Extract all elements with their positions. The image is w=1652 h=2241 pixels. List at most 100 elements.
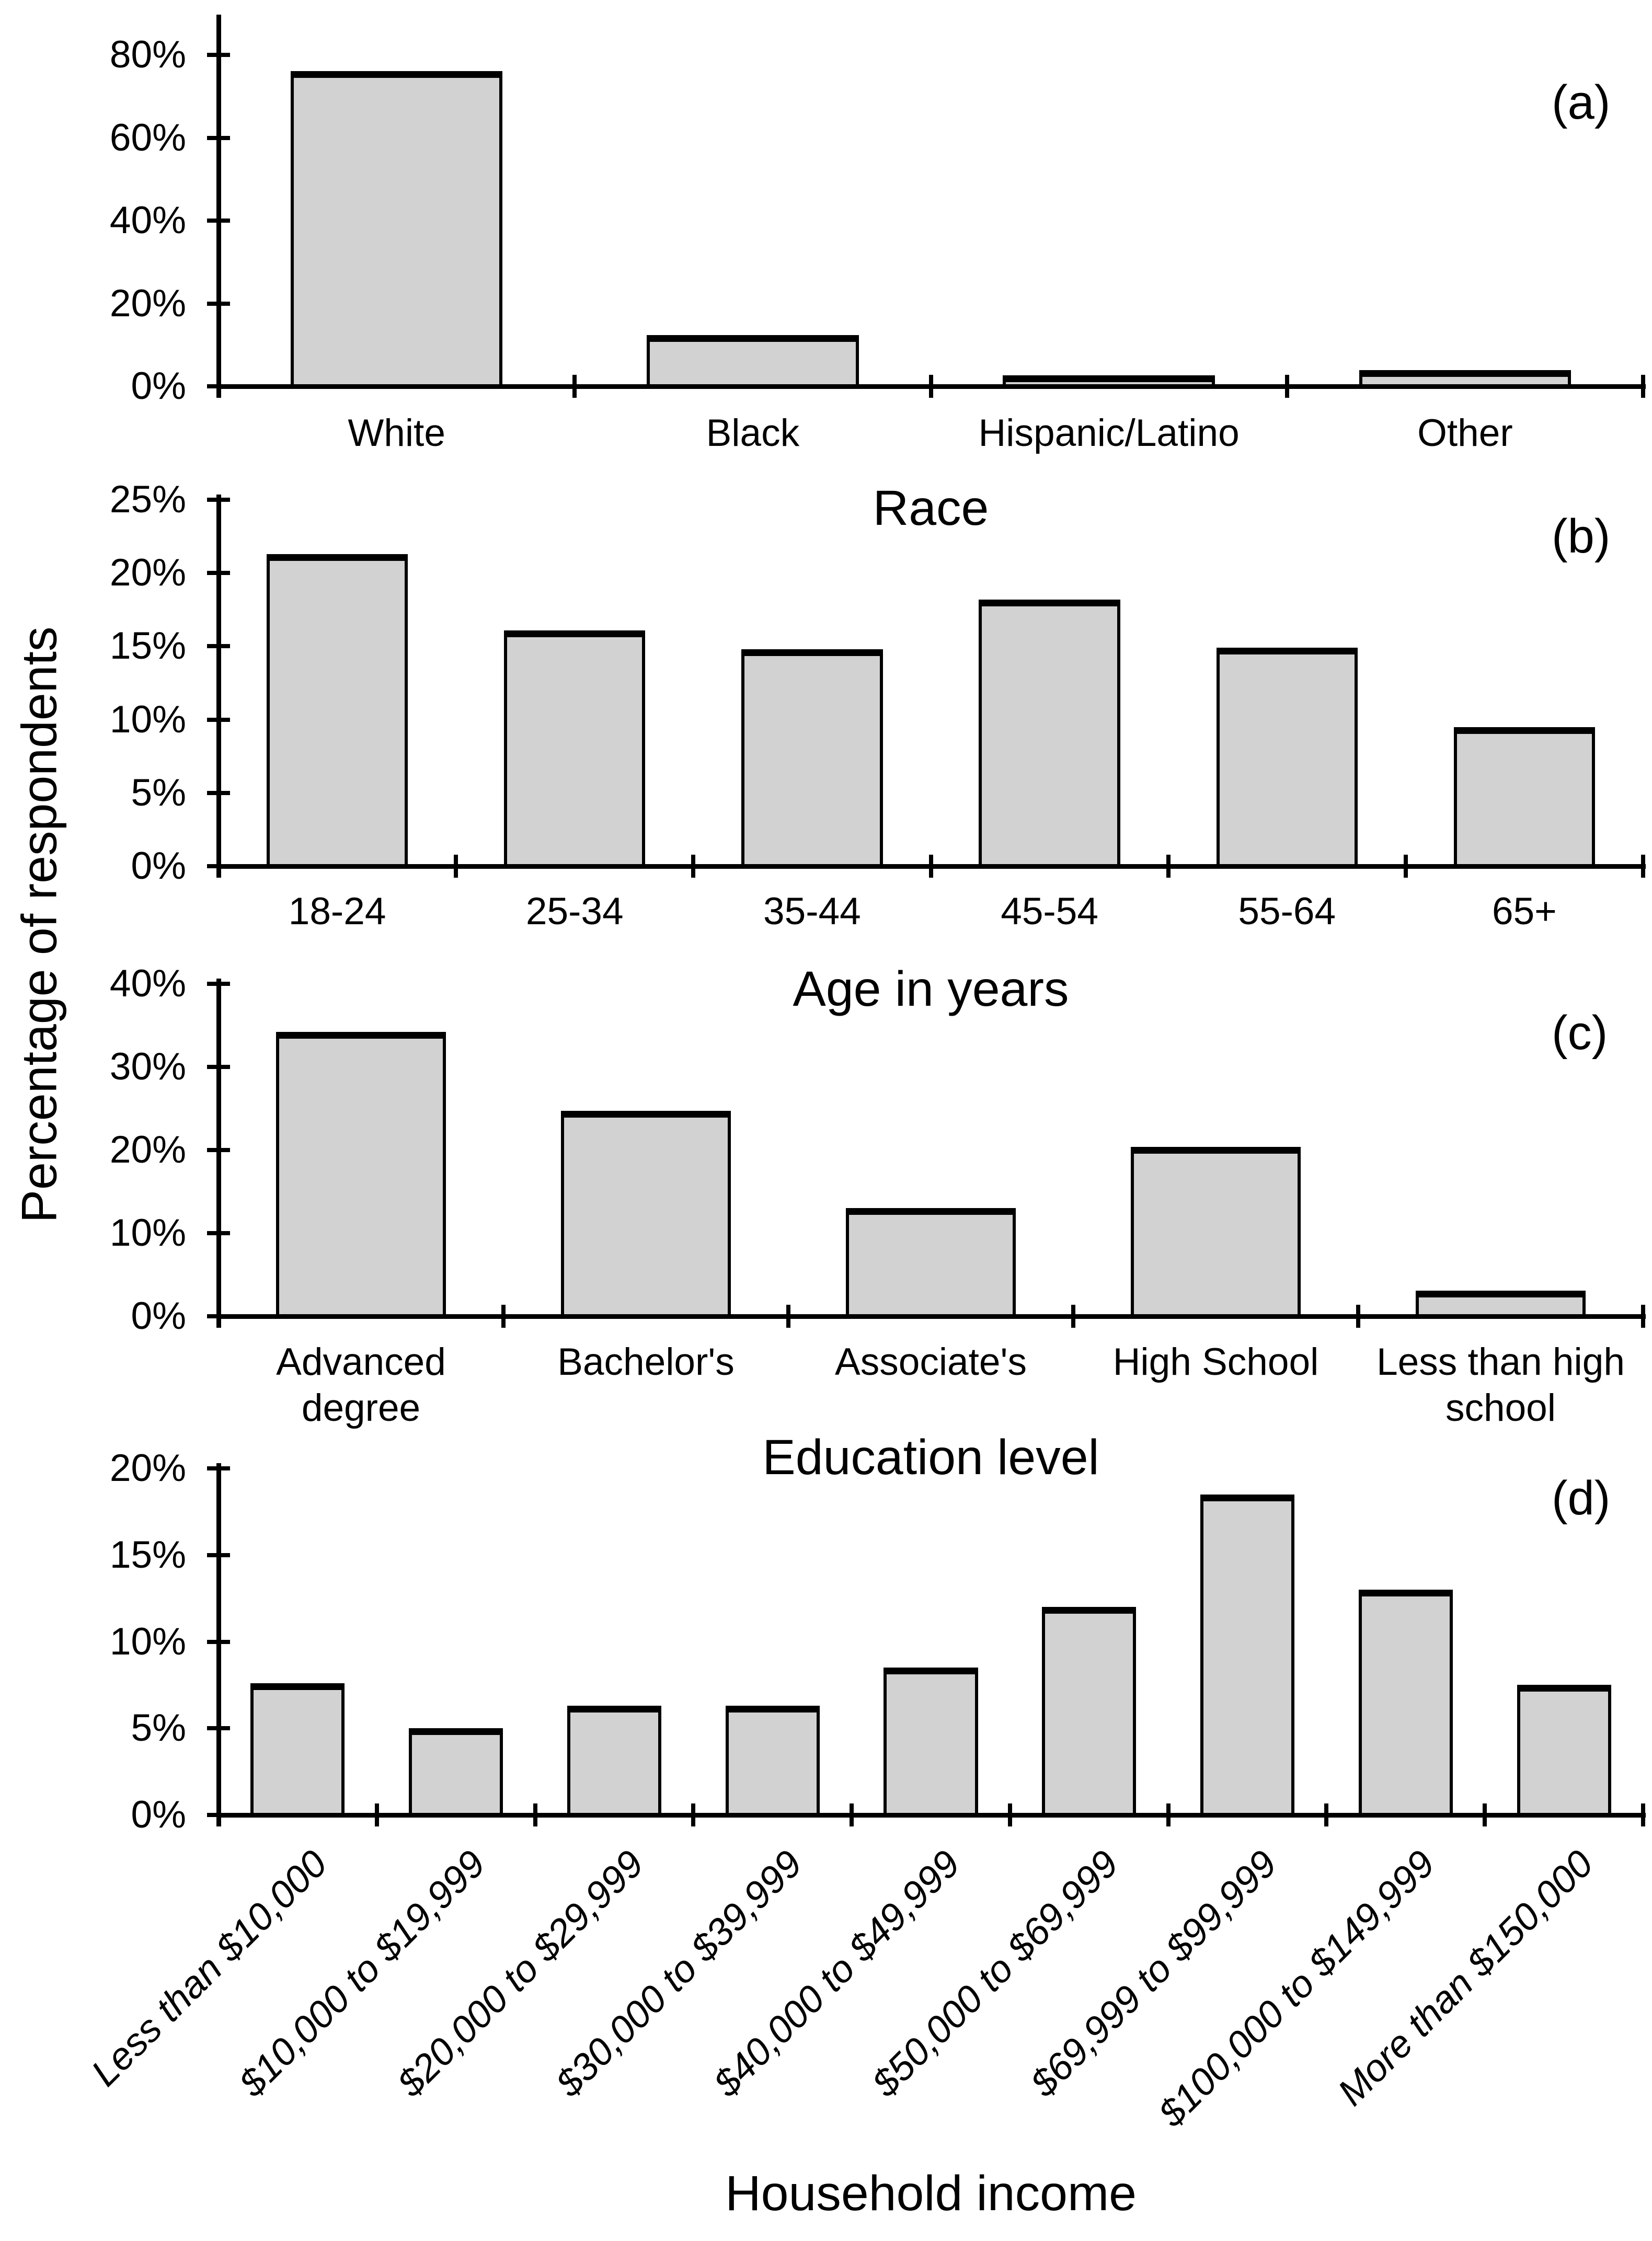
y-tick [207,571,230,576]
bar-d-9 [1517,1685,1611,1817]
y-tick-label: 10% [109,1212,186,1254]
x-tick [786,1305,790,1328]
category-label: 18-24 [288,890,386,933]
x-tick [691,855,696,878]
x-tick [1641,1803,1645,1826]
bar-d-5 [884,1668,978,1817]
bar-d-8 [1358,1590,1453,1817]
x-tick [1483,1803,1487,1826]
panel-letter: (c) [1552,1006,1608,1060]
x-axis-title: Education level [762,1430,1099,1485]
bar-c-3 [846,1208,1016,1318]
y-tick-label: 40% [109,199,186,242]
bar-b-5 [1216,648,1358,868]
bar-b-4 [979,599,1120,868]
x-axis-title: Age in years [793,961,1069,1017]
y-axis [216,15,221,398]
x-tick [501,1305,506,1328]
x-tick [1641,855,1645,878]
category-label: High School [1112,1341,1319,1383]
x-tick [1356,1305,1360,1328]
y-tick-label: 20% [109,1447,186,1489]
y-tick-label: 30% [109,1045,186,1088]
y-tick-label: 60% [109,116,186,159]
y-tick [207,717,230,722]
x-tick [928,855,933,878]
y-tick-label: 15% [109,1533,186,1576]
bar-c-1 [276,1032,446,1318]
x-tick [454,855,458,878]
x-tick [691,1803,696,1826]
category-label: Bachelor's [557,1341,735,1383]
x-tick [1166,1803,1171,1826]
y-tick [207,1148,230,1152]
x-tick [216,375,221,398]
x-tick [1641,375,1645,398]
y-axis [216,979,221,1328]
y-tick-label: 5% [131,1707,186,1750]
bar-b-3 [741,649,883,868]
y-tick [207,1553,230,1557]
category-label: Hispanic/Latino [978,412,1240,454]
y-tick [207,219,230,223]
y-axis [216,1463,221,1826]
category-label: 55-64 [1238,890,1336,933]
y-tick [207,135,230,140]
bar-b-6 [1453,727,1596,868]
category-label: 65+ [1492,890,1557,933]
y-tick-label: 10% [109,698,186,741]
bar-b-2 [504,630,646,868]
y-tick-label: 0% [131,1295,186,1337]
y-tick [207,1065,230,1069]
category-label: $100,000 to $149,999 [1150,1842,1443,2135]
x-tick [1324,1803,1329,1826]
y-tick-label: 80% [109,33,186,76]
y-tick-label: 0% [131,365,186,407]
x-tick [374,1803,379,1826]
y-tick-label: 5% [131,771,186,814]
x-tick [928,375,933,398]
bar-d-4 [725,1706,820,1817]
y-tick [207,982,230,986]
y-tick-label: 20% [109,282,186,325]
x-tick [572,375,577,398]
x-tick [1641,1305,1645,1328]
category-label: 35-44 [763,890,861,933]
bar-d-3 [567,1706,661,1817]
y-tick [207,1639,230,1644]
panel-letter: (a) [1552,76,1611,129]
category-label: Black [706,412,800,454]
y-tick [207,790,230,795]
y-tick [207,301,230,306]
y-tick [207,1466,230,1470]
bar-d-1 [250,1683,345,1817]
x-tick [216,855,221,878]
y-tick [207,498,230,502]
bar-c-2 [561,1111,731,1318]
y-tick-label: 25% [109,478,186,521]
x-tick [1403,855,1408,878]
y-tick [207,1726,230,1731]
y-tick-label: 0% [131,845,186,887]
y-tick-label: 40% [109,962,186,1005]
x-tick [1007,1803,1012,1826]
y-axis [216,495,221,878]
panel-letter: (b) [1552,510,1611,563]
y-tick-label: 20% [109,551,186,594]
x-tick [533,1803,537,1826]
bar-d-7 [1200,1494,1295,1817]
y-tick-label: 20% [109,1129,186,1171]
y-tick-label: 15% [109,625,186,668]
x-axis [216,1813,1646,1818]
panel-letter: (d) [1552,1472,1611,1525]
x-tick [216,1305,221,1328]
bar-d-2 [409,1728,503,1817]
y-tick [207,53,230,57]
category-label: White [348,412,445,454]
category-label: 45-54 [1001,890,1098,933]
x-tick [1166,855,1171,878]
x-axis-title: Race [873,480,989,536]
category-label: 25-34 [525,890,624,933]
x-tick [1071,1305,1075,1328]
